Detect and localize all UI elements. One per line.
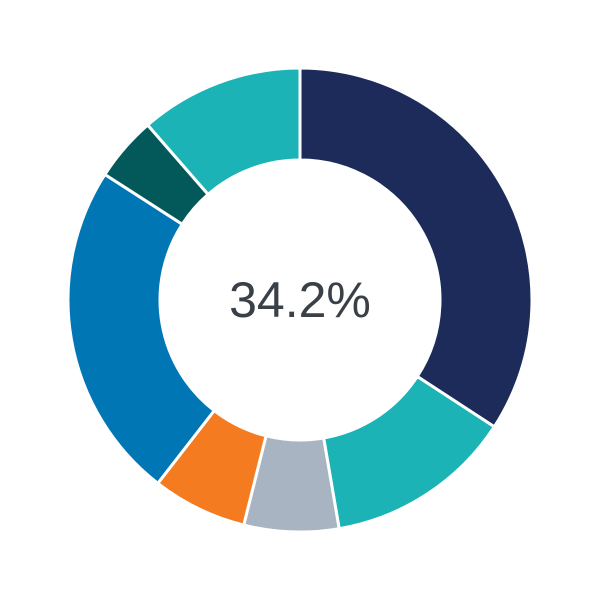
donut-slice-7 [145, 66, 302, 197]
donut-slice-1 [298, 66, 534, 429]
donut-slice-5 [66, 172, 217, 486]
